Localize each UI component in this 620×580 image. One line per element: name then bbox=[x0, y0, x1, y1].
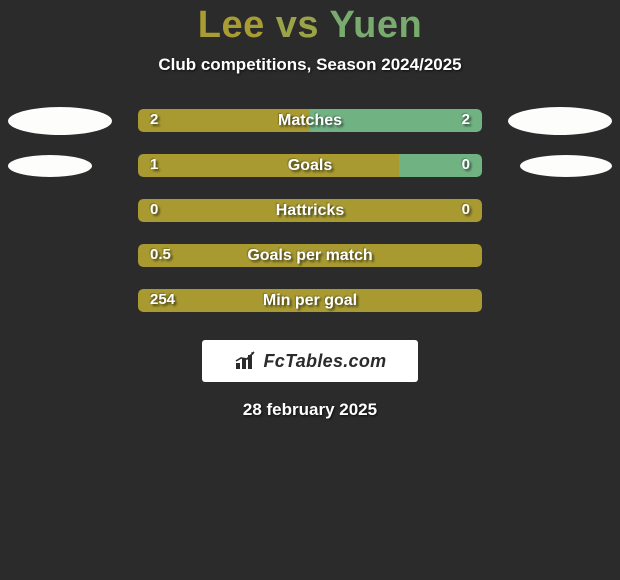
bar-right-fill bbox=[310, 109, 482, 132]
bar-fill bbox=[138, 199, 482, 222]
stat-row: 10Goals bbox=[0, 154, 620, 177]
stat-row: 0.5Goals per match bbox=[0, 244, 620, 267]
stat-row: 254Min per goal bbox=[0, 289, 620, 312]
page-title: Lee vs Yuen bbox=[198, 4, 423, 47]
stats-list: 22Matches 10Goals 00Hattricks 0.5Goals per … bbox=[0, 109, 620, 334]
vs-separator: vs bbox=[265, 4, 330, 46]
brand-text: FcTables.com bbox=[264, 351, 387, 372]
brand-box: FcTables.com bbox=[202, 340, 418, 382]
bar-left-fill bbox=[138, 289, 482, 312]
brand-inner: FcTables.com bbox=[234, 351, 387, 372]
player2-name: Yuen bbox=[329, 4, 422, 46]
bar-left-fill bbox=[138, 244, 482, 267]
stat-bar: 10Goals bbox=[138, 154, 482, 177]
stat-row: 00Hattricks bbox=[0, 199, 620, 222]
stat-bar: 0.5Goals per match bbox=[138, 244, 482, 267]
stat-bar: 22Matches bbox=[138, 109, 482, 132]
comparison-panel: Lee vs Yuen Club competitions, Season 20… bbox=[0, 0, 620, 420]
player1-name: Lee bbox=[198, 4, 265, 46]
player1-logo-placeholder bbox=[8, 155, 92, 177]
stat-row: 22Matches bbox=[0, 109, 620, 132]
brand-chart-icon bbox=[234, 351, 260, 371]
player2-logo-placeholder bbox=[520, 155, 612, 177]
player2-logo-placeholder bbox=[508, 107, 612, 135]
date-label: 28 february 2025 bbox=[243, 400, 377, 420]
subtitle: Club competitions, Season 2024/2025 bbox=[158, 55, 461, 75]
bar-left-fill bbox=[138, 109, 310, 132]
player1-logo-placeholder bbox=[8, 107, 112, 135]
stat-bar: 254Min per goal bbox=[138, 289, 482, 312]
bar-left-fill bbox=[138, 154, 399, 177]
stat-bar: 00Hattricks bbox=[138, 199, 482, 222]
bar-right-fill bbox=[399, 154, 482, 177]
